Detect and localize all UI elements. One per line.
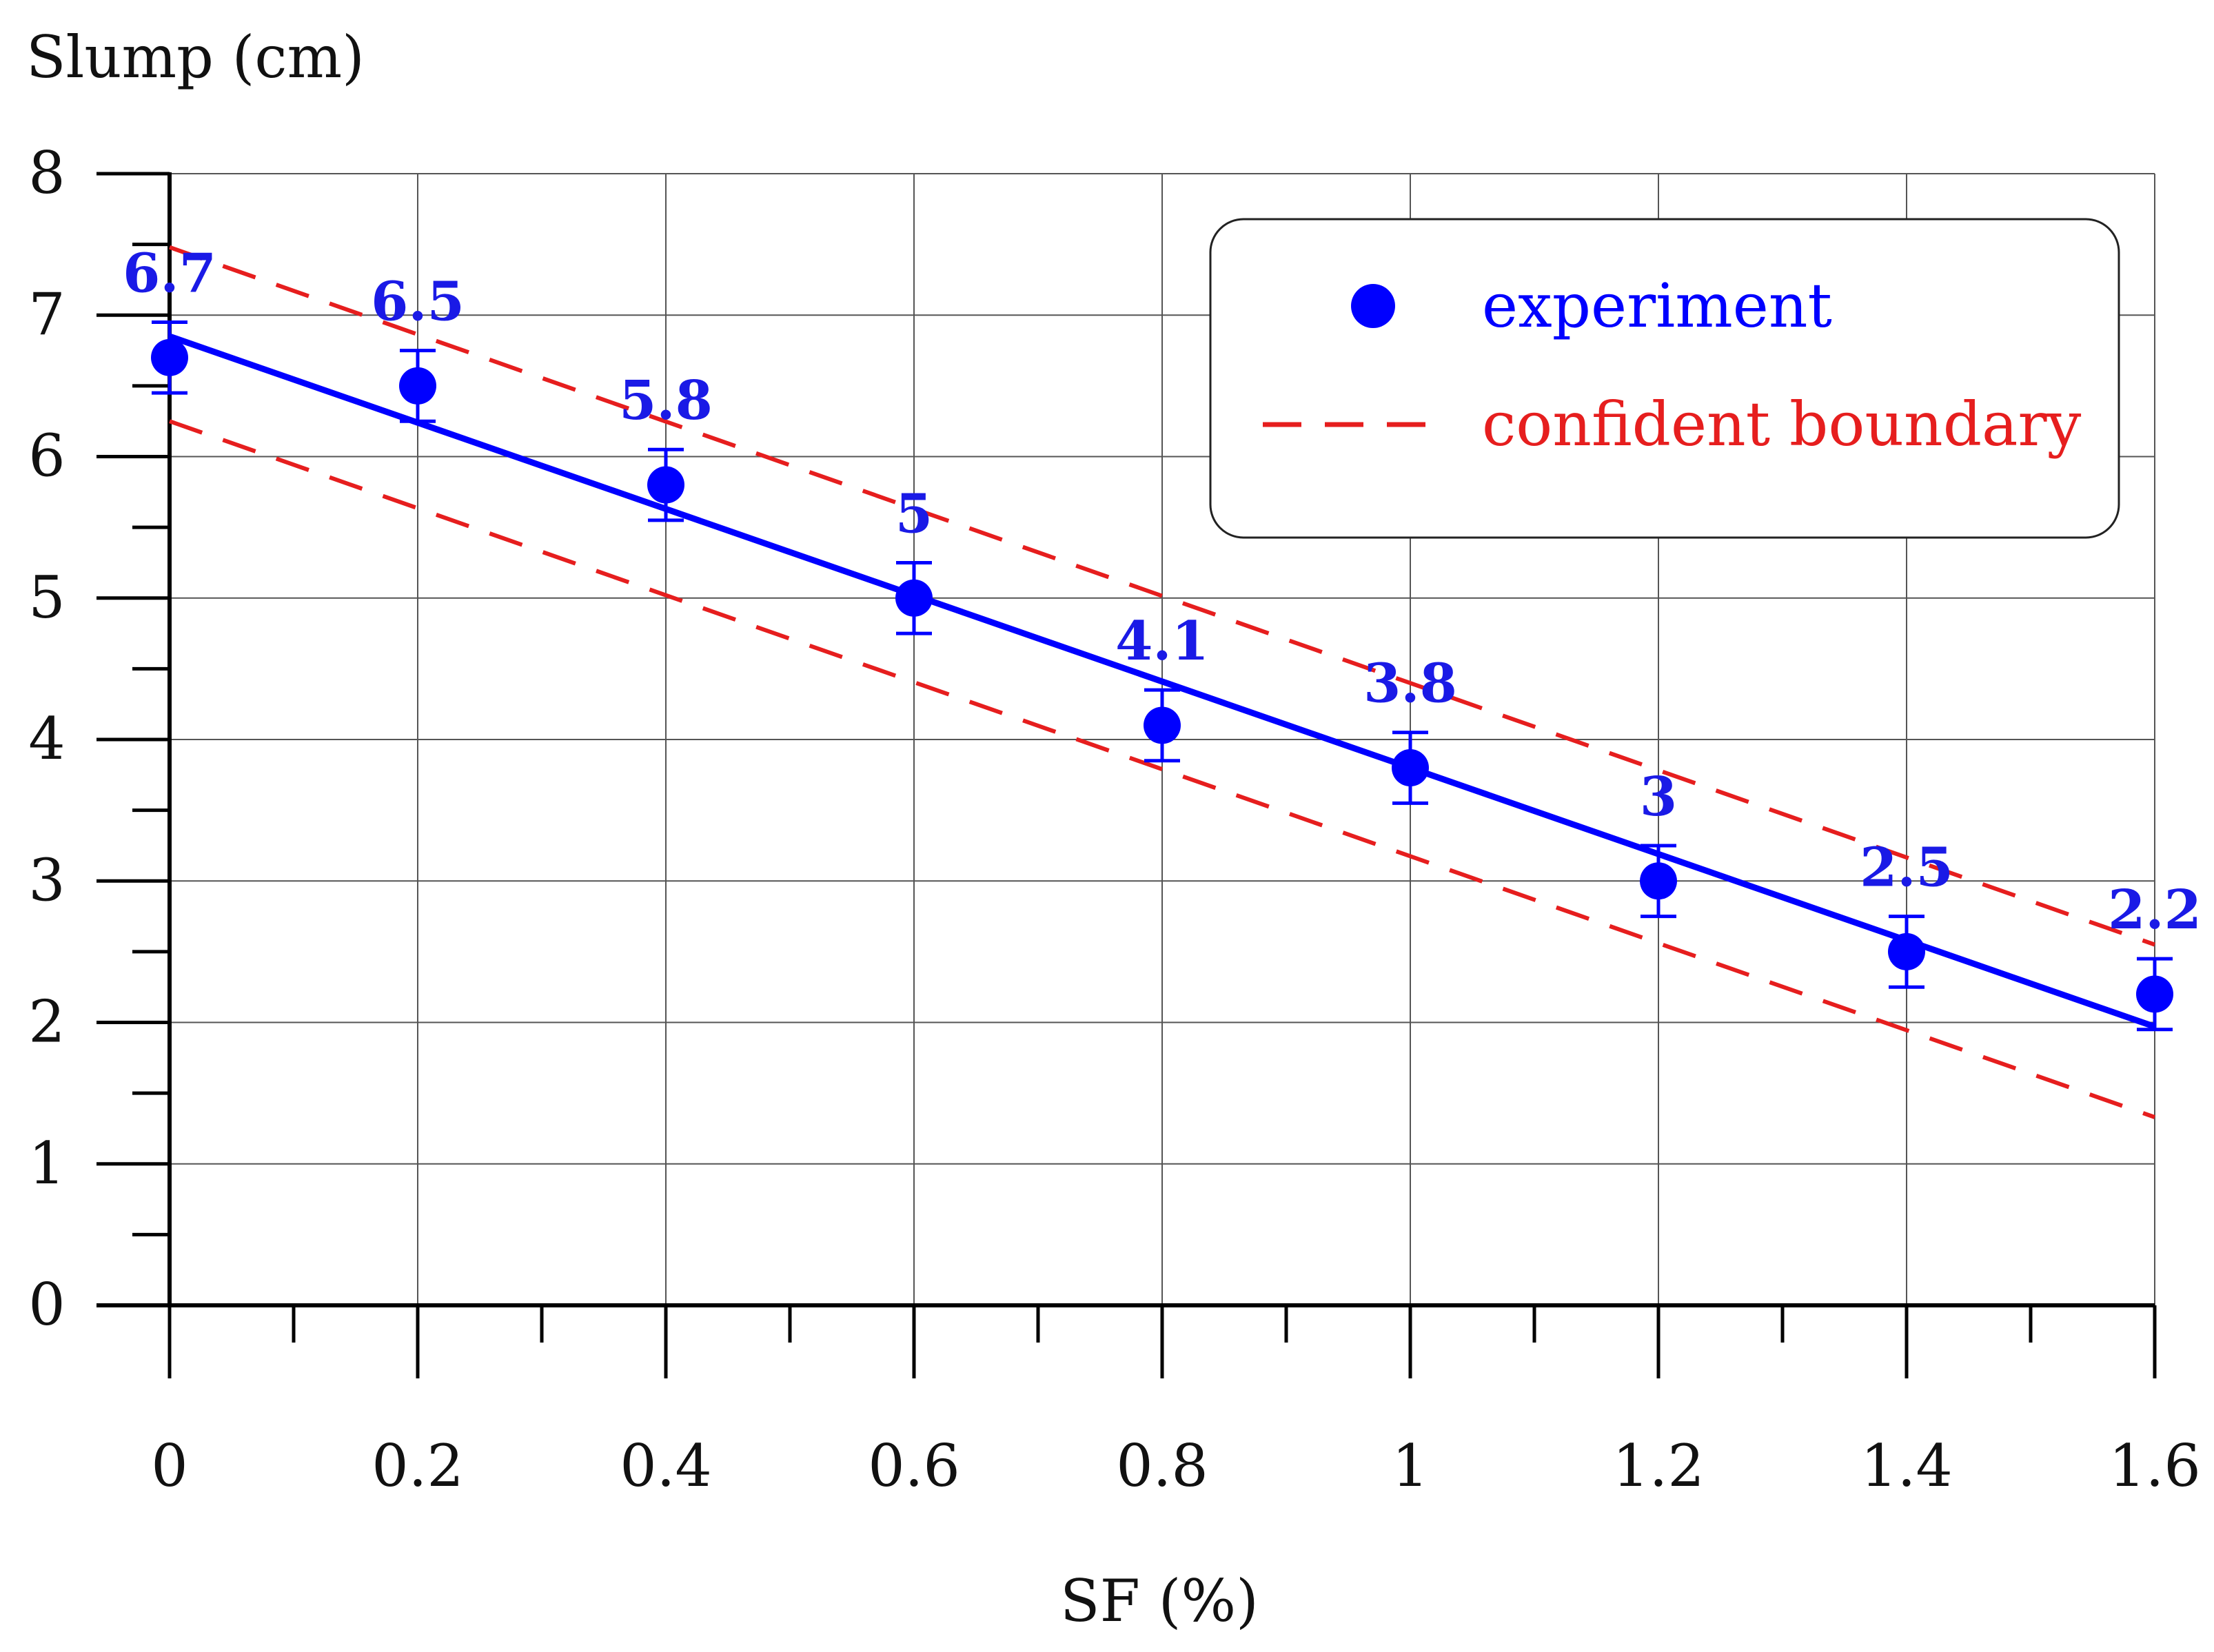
data-point [895,579,933,617]
data-label: 5.8 [619,369,713,432]
data-label: 3.8 [1363,653,1457,715]
x-tick-label: 1.2 [1612,1432,1705,1500]
data-point [2136,975,2173,1013]
legend-box [1209,218,2120,539]
x-tick-label: 0.6 [868,1432,960,1500]
data-label: 2.2 [2108,879,2202,941]
series [151,245,2173,1119]
legend: experiment confident boundary [1209,218,2120,539]
data-point [1392,749,1429,787]
y-tick-label: 6 [28,422,65,490]
x-tick-label: 0.2 [372,1432,464,1500]
data-point [399,367,436,405]
x-tick-label: 1 [1392,1432,1428,1500]
data-label: 4.1 [1115,610,1209,673]
y-tick-label: 5 [28,564,65,631]
data-label: 3 [1640,766,1677,828]
legend-marker-experiment [1351,284,1395,328]
y-tick-label: 1 [28,1130,65,1197]
data-label: 5 [895,482,933,545]
y-tick-label: 0 [28,1271,65,1338]
y-tick-label: 2 [28,988,65,1056]
y-axis-title: Slump (cm) [26,23,365,91]
data-point [1144,706,1181,744]
x-tick-label: 0 [151,1432,187,1500]
data-point [647,466,684,504]
legend-label-experiment: experiment [1482,270,1832,341]
data-point [151,338,188,376]
x-tick-label: 0.4 [620,1432,712,1500]
x-axis-title: SF (%) [1060,1567,1259,1635]
x-tick-label: 1.4 [1860,1432,1953,1500]
legend-label-confident-boundary: confident boundary [1482,389,2082,460]
confidence-boundary-line [169,419,2155,1119]
tick-labels: 0 1 2 3 4 5 6 7 8 0 0.2 0.4 0.6 0.8 1 1.2 1.4 1.6 [28,139,2201,1500]
data-point [1888,932,1925,970]
y-tick-label: 3 [28,846,65,914]
confidence-boundary-line [169,245,2155,947]
x-tick-label: 0.8 [1116,1432,1208,1500]
data-point [1640,862,1677,900]
data-labels: 6.7 6.5 5.8 5 4.1 3.8 3 2.5 2.2 [123,243,2202,942]
fit-line [168,333,2156,1030]
y-tick-label: 7 [28,281,65,348]
data-label: 2.5 [1860,837,1953,899]
x-tick-label: 1.6 [2109,1432,2201,1500]
data-label: 6.5 [371,271,465,334]
y-tick-label: 8 [28,139,65,207]
y-tick-label: 4 [28,705,65,773]
data-label: 6.7 [123,243,216,305]
